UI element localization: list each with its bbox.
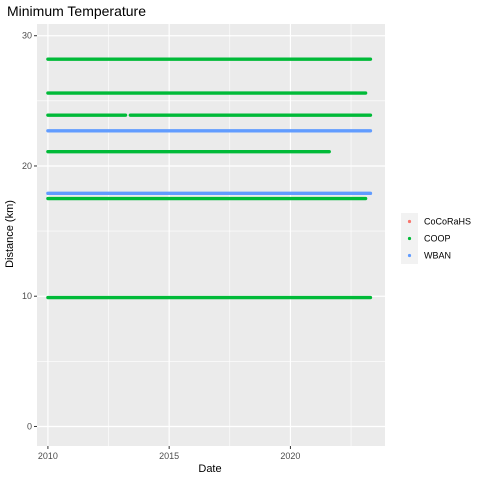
y-axis: 0 10 20 30: [22, 31, 37, 431]
legend-label-wban: WBAN: [424, 251, 451, 261]
data-series: [46, 57, 373, 300]
legend-label-cocorahs: CoCoRaHS: [424, 217, 471, 227]
y-axis-title: Distance (km): [4, 200, 16, 268]
legend: CoCoRaHS COOP WBAN: [401, 213, 471, 264]
plot-panel: [37, 24, 385, 446]
x-tick-label: 2015: [159, 451, 179, 461]
y-tick-label: 0: [27, 421, 32, 431]
x-axis: 2010 2015 2020: [38, 446, 300, 461]
y-tick-label: 20: [22, 161, 32, 171]
chart-title: Minimum Temperature: [7, 3, 146, 19]
cocorahs-legend-swatch: [407, 219, 412, 224]
x-tick-label: 2010: [38, 451, 58, 461]
x-axis-title: Date: [198, 463, 221, 475]
legend-label-coop: COOP: [424, 234, 451, 244]
y-tick-label: 10: [22, 291, 32, 301]
y-tick-label: 30: [22, 31, 32, 41]
wban-legend-swatch: [407, 253, 412, 258]
x-tick-label: 2020: [280, 451, 300, 461]
coop-legend-swatch: [407, 236, 412, 241]
